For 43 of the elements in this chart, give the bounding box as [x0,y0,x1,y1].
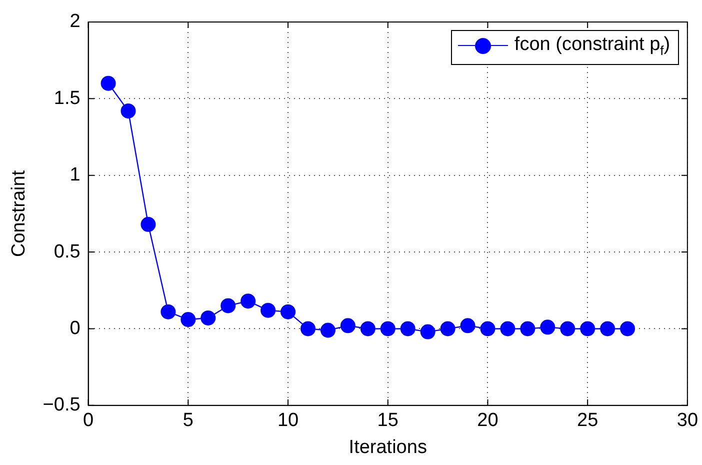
y-tick-label: 1 [70,164,80,186]
point [320,322,336,338]
y-axis-title: Constraint [8,170,30,258]
point [580,321,596,336]
point [180,312,196,328]
x-tick-label: 30 [676,410,698,432]
point [360,321,376,336]
point [500,321,516,336]
x-axis-title: Iterations [348,436,427,458]
point [240,294,256,309]
point [100,76,116,91]
x-tick-label: 5 [182,410,194,432]
point [200,310,216,326]
x-tick-label: 10 [277,410,299,432]
point [560,321,576,336]
point [600,321,616,336]
point [400,321,416,336]
x-tick-label: 20 [477,410,498,432]
point [520,321,536,336]
point [280,304,296,320]
point [380,321,396,336]
x-tick-label: 25 [577,410,598,432]
point [300,321,316,336]
point [140,216,156,232]
y-tick-label: −0.5 [42,394,80,416]
point [420,324,436,340]
point [340,318,356,334]
legend-label: fcon (constraint p$_{f}$) [514,34,670,58]
x-tick-label: 15 [377,410,398,432]
point [260,302,276,318]
point [480,321,496,336]
point [540,320,556,335]
point [220,298,236,314]
y-tick-label: 0 [70,318,80,339]
y-tick-label: 0.5 [54,241,80,262]
y-tick-label: 1.5 [54,88,80,109]
y-tick-label: 2 [70,11,80,32]
x-tick-label: 0 [83,410,94,432]
point [440,321,456,336]
point [460,318,476,334]
point [160,304,176,320]
point [120,103,136,118]
point [620,321,636,336]
